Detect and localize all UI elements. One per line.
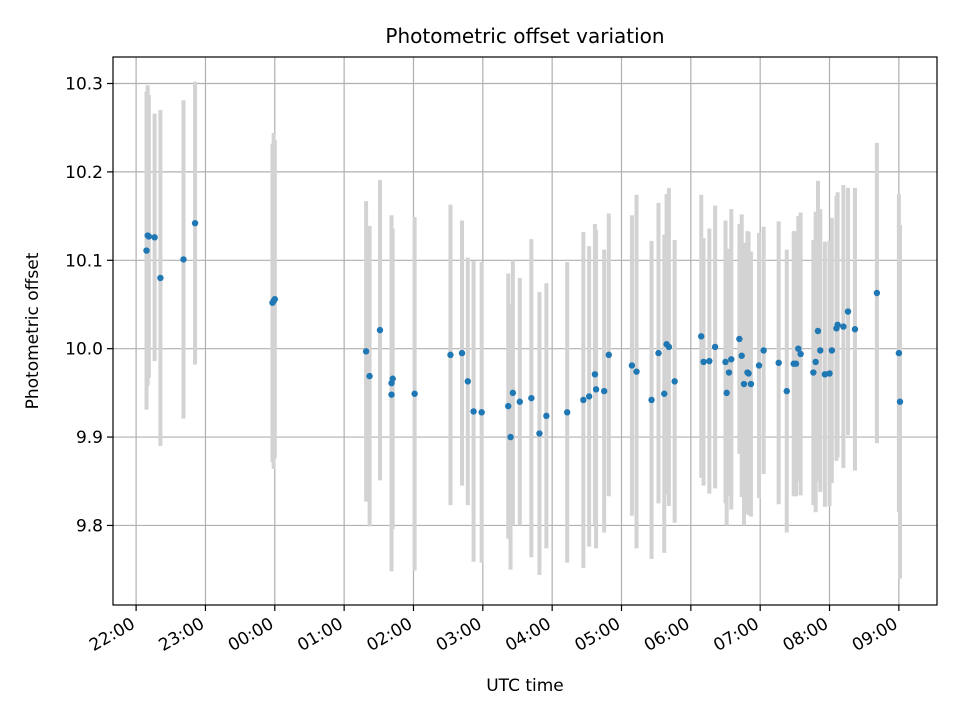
data-point [728, 356, 735, 363]
data-point [543, 412, 550, 420]
data-point [723, 389, 730, 397]
x-tick-label: 03:00 [433, 614, 485, 656]
data-point [783, 387, 790, 395]
data-point [376, 326, 384, 334]
data-point [834, 321, 841, 329]
data-point [458, 349, 466, 357]
data-points [143, 219, 904, 441]
data-point [388, 391, 395, 398]
y-tick-label: 10.2 [65, 163, 103, 183]
chart-title: Photometric offset variation [385, 24, 664, 48]
data-point [896, 398, 904, 405]
data-point [795, 345, 802, 352]
data-point [563, 409, 571, 416]
data-point [745, 370, 752, 377]
data-point [528, 394, 535, 402]
data-point [143, 247, 150, 254]
x-tick-label: 01:00 [294, 614, 346, 656]
x-tick-label: 07:00 [710, 614, 762, 656]
plot-frame [112, 56, 938, 606]
data-point [698, 333, 705, 340]
error-bars [144, 81, 903, 579]
data-point [671, 378, 678, 385]
x-axis-ticks: 22:00 23:00 00:00 01:00 02:00 03:00 04:00 05:00… [86, 605, 901, 656]
data-point [826, 370, 833, 377]
data-point [362, 348, 370, 355]
data-point [447, 351, 454, 359]
data-point [817, 347, 824, 354]
data-point [145, 233, 153, 240]
data-point [711, 343, 719, 351]
data-point [151, 234, 158, 241]
data-point [655, 349, 662, 357]
x-axis-label: UTC time [486, 676, 564, 696]
data-point [389, 375, 396, 382]
data-point [792, 360, 800, 367]
y-axis-ticks: 9.8 9.9 10.0 10.1 10.2 10.3 [65, 75, 113, 536]
data-point [580, 396, 587, 404]
data-point [810, 369, 817, 376]
data-point [505, 402, 512, 410]
data-point [470, 408, 477, 415]
data-point [873, 289, 881, 297]
data-point [665, 343, 673, 351]
data-point [740, 380, 748, 388]
data-point [536, 430, 543, 437]
data-point [464, 378, 471, 385]
data-point [478, 409, 485, 416]
data-point [736, 335, 743, 343]
data-point [840, 323, 847, 330]
data-point [814, 327, 822, 335]
data-point [191, 219, 199, 227]
data-point [366, 372, 373, 380]
x-tick-label: 05:00 [572, 614, 624, 656]
x-tick-label: 09:00 [849, 614, 901, 656]
y-tick-label: 9.8 [76, 516, 103, 536]
y-tick-label: 9.9 [76, 428, 103, 448]
y-tick-label: 10.0 [65, 340, 103, 360]
data-point [180, 256, 187, 263]
data-point [605, 351, 612, 359]
data-point [700, 358, 707, 366]
y-tick-label: 10.3 [65, 75, 103, 95]
data-point [722, 358, 729, 366]
x-tick-label: 06:00 [641, 614, 693, 656]
data-point [591, 371, 599, 378]
data-point [760, 347, 767, 354]
data-point [411, 390, 418, 397]
data-point [828, 347, 836, 354]
data-point [797, 350, 804, 358]
x-tick-label: 02:00 [364, 614, 416, 656]
y-tick-label: 10.1 [65, 251, 103, 271]
data-point [157, 274, 164, 282]
data-point [661, 390, 668, 397]
data-point [895, 349, 903, 357]
data-point [755, 362, 763, 369]
data-point [775, 359, 782, 367]
y-axis-label: Photometric offset [23, 252, 43, 409]
data-point [633, 368, 640, 375]
data-point [725, 369, 733, 376]
data-point [628, 362, 636, 369]
x-tick-label: 23:00 [156, 614, 208, 656]
x-tick-label: 08:00 [780, 614, 832, 656]
data-point [507, 433, 514, 441]
data-point [516, 398, 523, 405]
data-point [509, 389, 517, 397]
data-point [648, 396, 655, 404]
data-point [747, 380, 755, 388]
x-tick-label: 04:00 [502, 614, 554, 656]
x-tick-label: 22:00 [86, 614, 138, 656]
data-point [851, 326, 859, 333]
x-tick-label: 00:00 [225, 614, 277, 656]
data-point [812, 358, 819, 366]
data-point [271, 295, 278, 303]
data-point [706, 357, 713, 365]
data-point [592, 386, 600, 393]
data-point [600, 387, 608, 395]
data-point [738, 352, 745, 359]
data-point [844, 308, 852, 315]
data-point [585, 393, 593, 400]
